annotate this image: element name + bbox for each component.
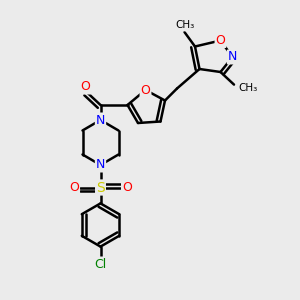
Text: N: N — [96, 113, 105, 127]
Text: O: O — [122, 181, 132, 194]
Text: CH₃: CH₃ — [175, 20, 194, 31]
Text: O: O — [81, 80, 90, 94]
Text: Cl: Cl — [94, 257, 106, 271]
Text: CH₃: CH₃ — [238, 82, 258, 93]
Text: O: O — [69, 181, 79, 194]
Text: S: S — [96, 181, 105, 194]
Text: O: O — [141, 83, 150, 97]
Text: O: O — [216, 34, 225, 47]
Text: N: N — [228, 50, 237, 64]
Text: N: N — [96, 158, 105, 172]
